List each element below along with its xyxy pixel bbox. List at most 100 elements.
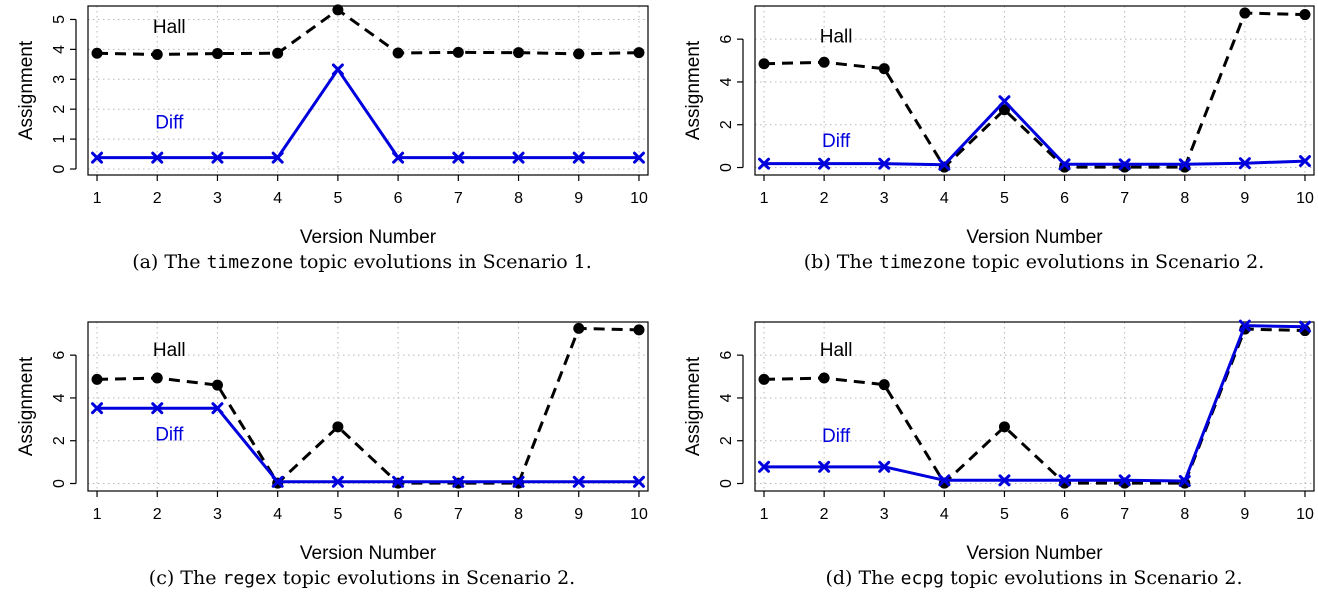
x-tick-label: 10 [1296, 190, 1314, 207]
point-diff [1058, 158, 1071, 171]
series-line-diff [97, 67, 639, 160]
x-tick-label: 5 [333, 506, 342, 523]
plot-frame [754, 321, 1315, 492]
point-hall [573, 48, 585, 60]
point-hall [818, 56, 830, 68]
x-tick-label: 5 [1000, 506, 1009, 523]
x-tick-label: 6 [394, 506, 403, 523]
point-hall [332, 4, 344, 16]
series-label-hall: Hall [820, 340, 853, 361]
x-axis-title: Version Number [966, 543, 1103, 564]
point-diff [998, 95, 1011, 108]
x-tick-label: 10 [630, 506, 648, 523]
series-line-hall [97, 326, 640, 485]
point-hall [878, 379, 890, 391]
x-tick-label: 3 [213, 190, 222, 207]
point-hall [878, 63, 890, 75]
y-tick-label: 4 [51, 45, 68, 54]
point-diff [1118, 158, 1131, 171]
y-tick-label: 0 [51, 164, 68, 173]
point-diff [1298, 155, 1311, 168]
caption: (b) The timezone topic evolutions in Sce… [804, 251, 1264, 273]
x-tick-label: 1 [760, 506, 769, 523]
x-tick-label: 9 [574, 190, 583, 207]
x-tick-label: 4 [940, 506, 949, 523]
y-tick-label: 4 [718, 393, 735, 402]
point-diff [452, 151, 465, 164]
x-tick-label: 1 [760, 190, 769, 207]
x-tick-label: 2 [820, 190, 829, 207]
point-hall [998, 421, 1010, 433]
caption-prefix: (b) The [804, 251, 879, 273]
y-tick-label: 4 [51, 393, 68, 402]
point-hall [332, 421, 344, 433]
caption-suffix: topic evolutions in Scenario 2. [944, 567, 1243, 589]
x-tick-label: 8 [1180, 190, 1189, 207]
x-tick-label: 2 [153, 190, 162, 207]
point-diff [818, 157, 831, 170]
series-line-diff [97, 406, 639, 484]
point-diff [211, 402, 224, 415]
point-diff [878, 157, 891, 170]
chart-panel-2: 1 2 3 4 5 6 7 8 9 10 0 2 4 6 Version Number Assignment H… [683, 5, 1315, 273]
point-hall [1299, 9, 1311, 21]
y-tick-label: 3 [51, 75, 68, 84]
y-tick-label: 1 [51, 135, 68, 144]
point-diff [91, 402, 104, 415]
point-hall [392, 47, 404, 59]
point-hall [818, 372, 830, 384]
x-tick-label: 3 [880, 190, 889, 207]
point-hall [998, 104, 1010, 116]
x-tick-label: 5 [333, 190, 342, 207]
point-diff [572, 475, 585, 488]
y-tick-label: 2 [51, 105, 68, 114]
point-hall [1239, 7, 1251, 19]
caption: (a) The timezone topic evolutions in Sce… [132, 251, 592, 273]
point-hall [151, 48, 163, 60]
series-label-diff: Diff [822, 426, 851, 447]
plot-frame [87, 321, 649, 492]
x-tick-label: 6 [1060, 190, 1069, 207]
point-diff [938, 474, 951, 487]
caption-code: regex [222, 568, 276, 589]
caption-code: ecpg [901, 568, 944, 589]
x-tick-label: 9 [1240, 506, 1249, 523]
series-label-hall: Hall [153, 17, 186, 38]
x-tick-label: 1 [93, 506, 102, 523]
point-diff [632, 151, 645, 164]
x-tick-label: 4 [273, 190, 282, 207]
point-hall [211, 379, 223, 391]
x-tick-label: 3 [880, 506, 889, 523]
plot-frame [87, 5, 649, 176]
x-tick-label: 7 [454, 506, 463, 523]
point-hall [633, 324, 645, 336]
x-tick-label: 7 [1120, 506, 1129, 523]
x-tick-label: 4 [940, 190, 949, 207]
y-axis-title: Assignment [683, 356, 704, 456]
point-diff [211, 151, 224, 164]
x-tick-label: 8 [514, 506, 523, 523]
y-tick-label: 6 [51, 351, 68, 360]
point-diff [91, 151, 104, 164]
series-line-hall [97, 8, 639, 56]
x-tick-label: 2 [153, 506, 162, 523]
point-diff [1058, 474, 1071, 487]
y-tick-label: 0 [718, 163, 735, 172]
point-diff [758, 460, 771, 473]
point-hall [91, 47, 103, 59]
point-diff [818, 460, 831, 473]
point-diff [331, 475, 344, 488]
point-diff [878, 460, 891, 473]
y-tick-label: 6 [718, 35, 735, 44]
x-tick-label: 3 [213, 506, 222, 523]
x-tick-label: 5 [1000, 190, 1009, 207]
series-line-diff [764, 324, 1306, 483]
point-hall [513, 47, 525, 59]
x-tick-label: 7 [454, 190, 463, 207]
point-diff [512, 475, 525, 488]
caption-prefix: (d) The [825, 567, 900, 589]
caption: (d) The ecpg topic evolutions in Scenari… [825, 567, 1242, 589]
point-diff [1178, 158, 1191, 171]
x-tick-label: 9 [574, 506, 583, 523]
point-diff [512, 151, 525, 164]
